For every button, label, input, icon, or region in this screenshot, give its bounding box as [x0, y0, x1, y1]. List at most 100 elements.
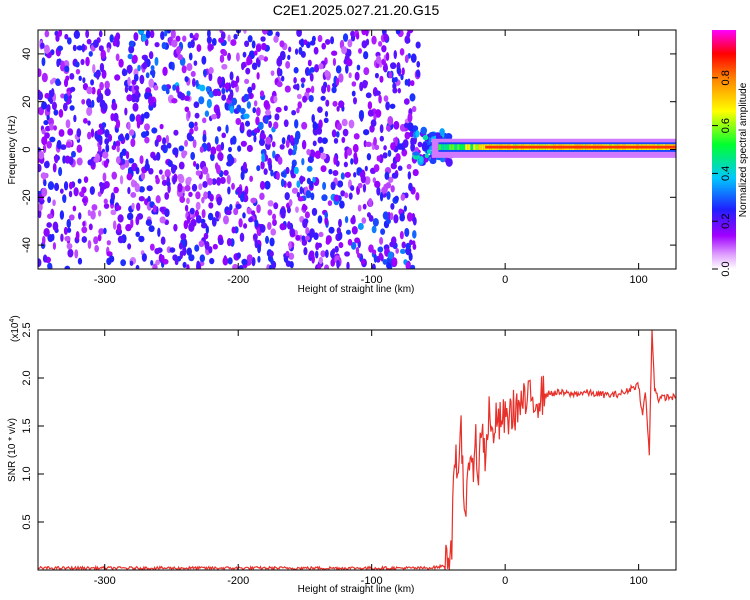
spectrogram-cell: [340, 172, 345, 180]
spectrogram-cell: [63, 93, 68, 102]
spectrogram-cell: [182, 246, 187, 256]
spectrogram-cell: [269, 237, 275, 247]
spectrogram-cell: [341, 136, 346, 144]
spectrogram-cell: [67, 248, 74, 258]
spectrogram-cell: [154, 56, 159, 66]
spectrogram-cell: [41, 72, 48, 83]
spectrogram-cell: [224, 82, 230, 91]
spectrogram-cell: [194, 32, 199, 39]
spectrogram-cell: [320, 152, 327, 160]
spectrogram-cell: [110, 209, 117, 216]
spectrogram-cell: [229, 71, 234, 81]
spectrogram-cell: [52, 199, 56, 207]
spectrogram-cell: [245, 120, 251, 127]
spectrogram-cell: [179, 196, 186, 204]
spectrogram-cell: [259, 90, 265, 98]
spectrogram-cell: [224, 102, 228, 110]
spectrogram-cell: [346, 261, 350, 269]
spectrogram-cell: [68, 190, 73, 198]
spectrogram-cell: [130, 138, 136, 148]
spectrogram-cell: [280, 75, 285, 82]
spectrogram-cell: [138, 235, 145, 243]
spectrogram-cell: [153, 84, 159, 91]
spectrogram-cell: [273, 35, 279, 43]
spectrogram-cell: [127, 53, 134, 60]
spectrogram-cell: [155, 259, 160, 266]
spectrogram-cell: [139, 155, 144, 165]
spectrogram-cell: [415, 130, 420, 138]
snr-panel: -300 -200 -100 0 100 0.5 1.0 1.5 2.0 2.5 Height …: [7, 315, 677, 595]
spectrogram-cell: [68, 181, 73, 190]
band-cell: [478, 144, 482, 150]
spectrogram-cell: [347, 39, 353, 48]
spectrogram-cell: [365, 92, 372, 99]
spectrogram-cell: [99, 99, 105, 109]
spectrogram-cell: [439, 128, 445, 136]
spectrogram-cell: [333, 137, 339, 144]
spectrogram-cell: [428, 131, 437, 137]
spectrogram-cell: [317, 106, 323, 113]
spectrogram-cell: [207, 30, 211, 38]
y-tick-label: -20: [21, 189, 33, 205]
band-cell: [438, 144, 442, 150]
spectrogram-cell: [251, 82, 256, 91]
spectrogram-cell: [52, 221, 59, 231]
band-cell: [462, 144, 466, 150]
spectrogram-cell: [122, 68, 127, 77]
spectrogram-cell: [130, 192, 137, 198]
spectrogram-cell: [376, 55, 382, 65]
spectrogram-cell: [418, 155, 424, 163]
spectrogram-cell: [327, 200, 333, 206]
spectrogram-cell: [190, 39, 195, 49]
spectrogram-cell: [294, 48, 299, 55]
spectrogram-cells: [38, 30, 676, 269]
spectrogram-cell: [311, 113, 315, 123]
spectrogram-cell: [356, 167, 363, 173]
spectrogram-cell: [126, 173, 133, 181]
spectrogram-cell: [291, 110, 297, 116]
band-cell: [446, 144, 450, 150]
spectrogram-cell: [378, 41, 383, 47]
spectrogram-cell: [330, 181, 336, 191]
spectrogram-cell: [86, 86, 93, 95]
spectrogram-cell: [372, 249, 377, 255]
spectrogram-cell: [311, 207, 318, 216]
spectrogram-cell: [99, 184, 104, 195]
x-tick-label: 100: [629, 274, 647, 286]
y-tick-label: 20: [21, 96, 33, 108]
spectrogram-cell: [242, 161, 247, 171]
spectrogram-cell: [158, 169, 163, 175]
spectrogram-cell: [390, 62, 397, 70]
spectrogram-cell: [93, 236, 99, 245]
spectrogram-cell: [42, 254, 48, 263]
spectrogram-cell: [412, 151, 420, 156]
spectrogram-cell: [256, 72, 260, 80]
spectrogram-cell: [144, 136, 150, 144]
spectrogram-cell: [149, 243, 155, 251]
spectrogram-cell: [339, 200, 345, 209]
spectrogram-cell: [434, 132, 441, 137]
spectrogram-cell: [106, 251, 113, 257]
spectrogram-cell: [393, 49, 397, 60]
spectrogram-cell: [372, 217, 379, 227]
spectrogram-cell: [390, 142, 396, 151]
spectrogram-cell: [277, 156, 283, 165]
spectrogram-cell: [289, 261, 294, 269]
spectrogram-cell: [111, 171, 118, 180]
spectrogram-cell: [221, 94, 227, 101]
spectrogram-cell: [305, 87, 312, 93]
spectrogram-cell: [385, 218, 391, 225]
spectrogram-cell: [406, 212, 413, 222]
spectrogram-cell: [86, 98, 92, 107]
spectrogram-cell: [221, 87, 226, 95]
spectrogram-cell: [188, 52, 193, 61]
spectrogram-cell: [355, 246, 360, 255]
spectrogram-cell: [162, 137, 167, 145]
spectrogram-cell: [43, 227, 50, 237]
spectrogram-cell: [161, 179, 168, 186]
spectrogram-cell: [238, 218, 243, 228]
spectrogram-cell: [177, 173, 184, 180]
spectrogram-cell: [400, 73, 404, 81]
spectrogram-cell: [289, 135, 294, 142]
